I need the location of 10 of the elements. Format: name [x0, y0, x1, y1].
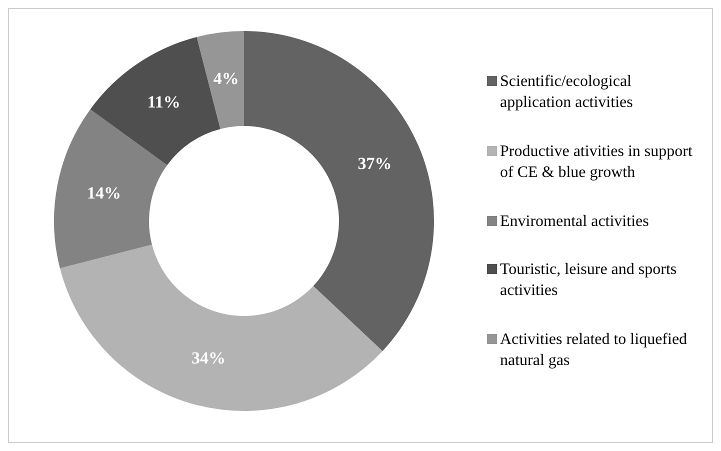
legend-label: Scientific/ecological application activities: [500, 72, 634, 113]
legend-label: Touristic, leisure and sports activities: [500, 260, 678, 302]
data-label: 37%: [358, 154, 392, 173]
legend-label: Activities related to liquefied natural gas: [500, 330, 688, 371]
data-label: 4%: [213, 69, 239, 88]
data-label: 14%: [87, 184, 122, 203]
data-label: 11%: [147, 92, 180, 112]
data-label: 34%: [192, 348, 226, 368]
legend-label: Productive ativities in support of CE & blue growth: [500, 142, 694, 183]
legend-label: Enviromental activities: [500, 212, 649, 232]
